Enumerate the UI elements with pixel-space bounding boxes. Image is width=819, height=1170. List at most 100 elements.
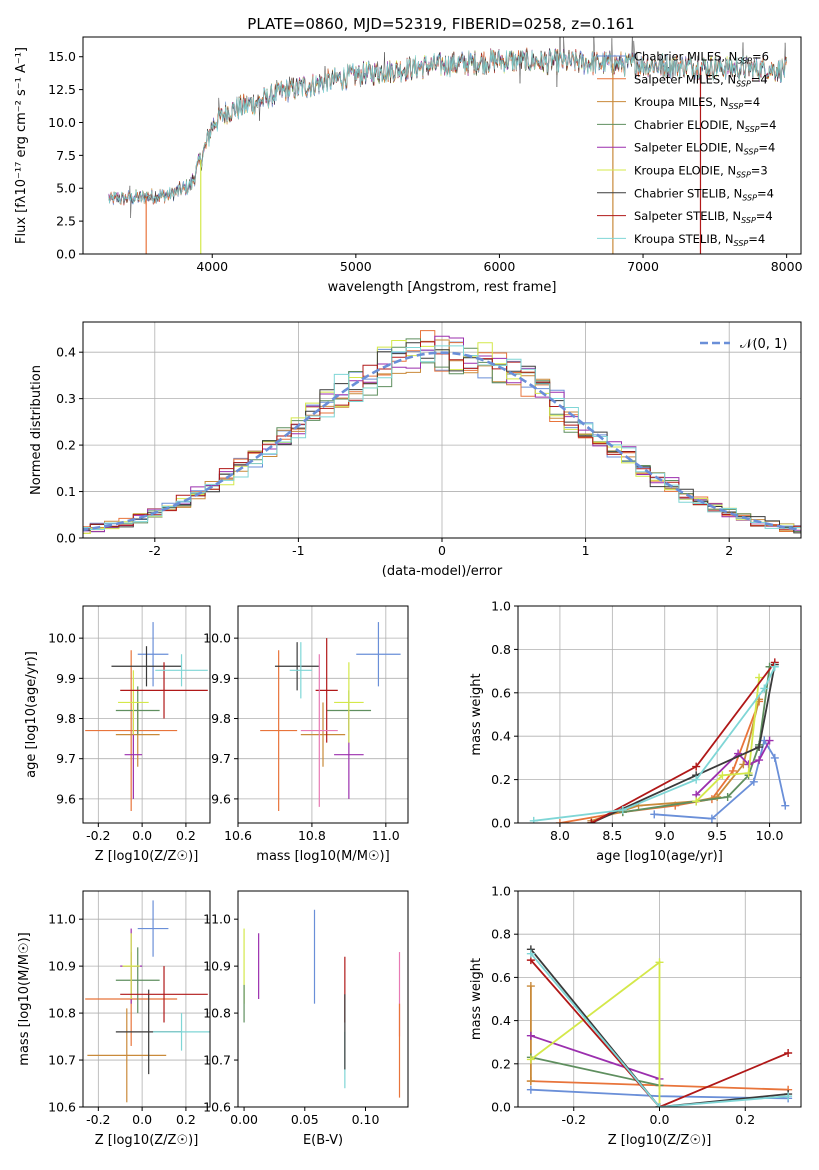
x-tick-label: 0.0 <box>132 1112 152 1127</box>
y-axis-label: Flux [fλ10⁻¹⁷ erg cm⁻² s⁻¹ A⁻¹] <box>14 47 29 244</box>
x-tick-label: 0.0 <box>650 1112 670 1127</box>
series-marker <box>526 1077 535 1086</box>
series-marker <box>526 1085 535 1094</box>
y-tick-label: 11.0 <box>203 912 231 927</box>
x-tick-label: 2 <box>725 543 733 558</box>
plot-area <box>243 909 401 1098</box>
series-marker <box>692 762 701 771</box>
y-tick-label: 0.0 <box>491 816 511 831</box>
x-tick-label: 0.2 <box>735 1112 755 1127</box>
axes-border <box>82 605 211 824</box>
y-tick-label: 0.2 <box>491 1056 511 1071</box>
x-tick-label: -0.2 <box>86 1112 110 1127</box>
series-line <box>533 666 776 822</box>
y-tick-label: 2.5 <box>56 214 76 229</box>
x-tick-label: 7000 <box>627 259 659 274</box>
x-tick-label: -1 <box>292 543 304 558</box>
plot-area <box>260 622 401 811</box>
x-tick-label: -0.2 <box>86 828 110 843</box>
panel-1: 4000 5000 6000 7000 8000 0.0 2.5 5.0 7.5 10.0 12.5… <box>14 36 803 295</box>
series-marker <box>744 769 753 778</box>
y-tick-label: 0.2 <box>56 438 76 453</box>
series-marker <box>587 819 596 823</box>
y-tick-label: 5.0 <box>56 181 76 196</box>
series-marker <box>755 673 764 682</box>
series-marker <box>655 1103 664 1107</box>
legend-label: Kroupa MILES, NSSP=4 <box>634 95 760 111</box>
series-marker <box>526 982 535 991</box>
series-marker <box>770 662 779 671</box>
series-line <box>530 953 789 1107</box>
series-marker <box>765 736 774 745</box>
series-marker <box>755 756 764 765</box>
y-tick-label: 10.7 <box>48 1053 76 1068</box>
y-tick-label: 9.8 <box>56 711 76 726</box>
y-tick-label: 10.8 <box>203 1006 231 1021</box>
panels: 4000 5000 6000 7000 80000.02.55.07.510.012.5… <box>14 36 803 1148</box>
y-axis-label: Normed distribution <box>29 365 44 495</box>
y-axis-label: age [log10(age/yr)] <box>24 651 39 778</box>
y-tick-label: 9.7 <box>56 751 76 766</box>
series-marker <box>755 743 764 752</box>
panel-8: -0.2 0.0 0.2 0.0 0.2 0.4 0.6 0.8 1.0 Z [log10(Z/Z… <box>469 884 802 1148</box>
y-tick-label: 9.6 <box>211 791 231 806</box>
panel-6: -0.2 0.0 0.2 10.6 10.7 10.8 10.9 11.0 Z [log10(Z… <box>17 890 211 1148</box>
x-tick-label: 11.0 <box>372 828 400 843</box>
y-tick-label: 10.6 <box>203 1100 231 1115</box>
series-marker <box>650 810 659 819</box>
series-marker <box>555 819 564 823</box>
y-axis-label: mass weight <box>469 673 484 755</box>
axes-frame: -2 -1 0 1 2 0.0 0.1 0.2 0.3 0.4 (data-model)/error… <box>29 321 802 579</box>
series-marker <box>655 958 664 967</box>
x-tick-label: 0.10 <box>352 1112 380 1127</box>
axes-frame: 10.6 10.8 11.0 9.6 9.7 9.8 9.9 10.0 mass [log10(… <box>203 605 409 864</box>
series-marker <box>784 1049 793 1057</box>
y-axis-label: mass weight <box>469 958 484 1040</box>
y-tick-label: 1.0 <box>491 884 511 899</box>
y-tick-label: 9.8 <box>211 711 231 726</box>
y-tick-label: 1.0 <box>491 599 511 614</box>
series-marker <box>718 771 727 780</box>
series-line <box>530 959 789 1107</box>
series-line <box>530 948 789 1107</box>
x-tick-label: 1 <box>582 543 590 558</box>
y-tick-label: 9.9 <box>56 671 76 686</box>
y-tick-label: 12.5 <box>48 82 76 97</box>
axes-border <box>237 890 409 1108</box>
legend: Chabrier MILES, NSSP=6 Salpeter MILES, NS… <box>597 50 776 248</box>
y-tick-label: 0.2 <box>491 772 511 787</box>
legend-label: Kroupa ELODIE, NSSP=3 <box>634 164 768 180</box>
x-tick-label: -0.2 <box>562 1112 586 1127</box>
plot-area <box>526 945 793 1107</box>
y-tick-label: 7.5 <box>56 148 76 163</box>
x-tick-label: 0.00 <box>230 1112 258 1127</box>
series-marker <box>529 816 538 823</box>
x-axis-label: mass [log10(M/M☉)] <box>256 849 389 864</box>
x-axis-label: Z [log10(Z/Z☉)] <box>95 849 199 864</box>
series-marker <box>749 777 758 786</box>
x-axis-label: Z [log10(Z/Z☉)] <box>95 1133 199 1148</box>
legend-label: Salpeter ELODIE, NSSP=4 <box>634 141 775 157</box>
series-marker <box>781 801 790 810</box>
y-tick-label: 10.0 <box>203 631 231 646</box>
x-tick-label: 8000 <box>771 259 803 274</box>
legend-label: Kroupa STELIB, NSSP=4 <box>634 232 765 248</box>
x-tick-label: 8.0 <box>550 828 570 843</box>
y-tick-label: 0.8 <box>491 927 511 942</box>
y-tick-label: 10.0 <box>48 631 76 646</box>
x-axis-label: E(B-V) <box>303 1133 343 1148</box>
y-tick-label: 10.9 <box>48 959 76 974</box>
x-tick-label: 5000 <box>340 259 372 274</box>
panel-5: 8.0 8.5 9.0 9.5 10.0 0.0 0.2 0.4 0.6 0.8 1.0 age [l… <box>469 599 802 864</box>
plot-area <box>529 658 790 823</box>
series-line <box>590 661 776 823</box>
series-line <box>591 664 776 823</box>
x-tick-label: 8.5 <box>602 828 622 843</box>
series-marker <box>707 814 716 823</box>
plot-area <box>85 622 208 811</box>
legend-label: Salpeter MILES, NSSP=4 <box>634 72 768 88</box>
y-tick-label: 0.0 <box>491 1100 511 1115</box>
gaussian-curve <box>83 351 801 532</box>
panel-2: -2 -1 0 1 2 0.0 0.1 0.2 0.3 0.4 (data-model)/error… <box>29 321 802 579</box>
x-axis-label: age [log10(age/yr)] <box>596 849 723 864</box>
